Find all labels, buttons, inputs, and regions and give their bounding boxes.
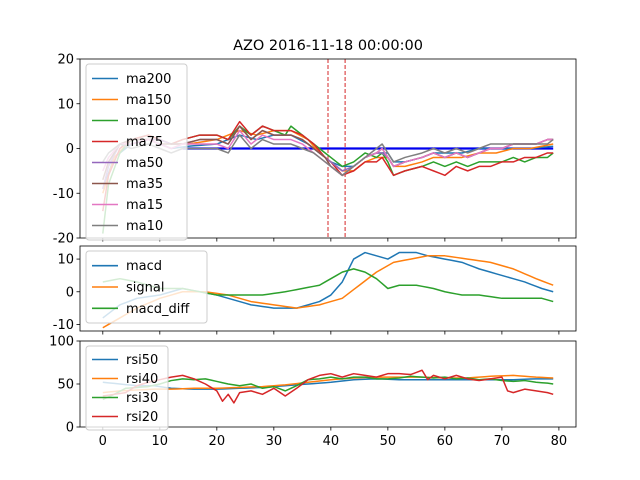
legend-label-ma100: ma100	[126, 114, 171, 129]
y-tick-label: 10	[57, 253, 74, 268]
chart-title: AZO 2016-11-18 00:00:00	[233, 38, 423, 54]
x-tick-label: 30	[266, 434, 283, 449]
y-tick-label: 50	[57, 378, 74, 393]
x-tick-label: 20	[209, 434, 226, 449]
panels: -20-1001020ma200ma150ma100ma75ma50ma35ma…	[49, 53, 577, 449]
y-tick-label: 20	[57, 53, 74, 68]
legend-label-rsi30: rsi30	[126, 391, 158, 406]
legend-label-ma15: ma15	[126, 198, 163, 213]
legend-box	[85, 250, 208, 324]
x-tick-label: 70	[494, 434, 511, 449]
y-tick-label: 100	[49, 335, 74, 350]
legend-label-macd: macd	[126, 259, 162, 274]
legend-label-rsi40: rsi40	[126, 372, 158, 387]
legend: rsi50 rsi40 rsi30 rsi20	[85, 345, 169, 431]
x-tick-label: 40	[323, 434, 340, 449]
panel-macd: -10 0 10 macd signal macd_diff	[53, 245, 577, 335]
legend-label-rsi50: rsi50	[126, 353, 158, 368]
legend: ma200 ma150 ma100 ma75 ma50 ma35 ma15 ma10	[85, 63, 188, 241]
y-tick-label: 0	[66, 285, 74, 300]
series-rsi40	[102, 374, 554, 394]
legend-label-macd-diff: macd_diff	[126, 302, 190, 317]
legend: macd signal macd_diff	[85, 250, 208, 324]
y-tick-label: 10	[57, 97, 74, 112]
x-tick-label: 60	[437, 434, 454, 449]
legend-label-ma35: ma35	[126, 177, 163, 192]
y-tick-label: -10	[53, 187, 74, 202]
legend-label-ma200: ma200	[126, 72, 171, 87]
legend-box	[85, 63, 188, 241]
legend-label-rsi20: rsi20	[126, 410, 158, 425]
x-tick-label: 80	[551, 434, 568, 449]
y-tick-label: 0	[66, 421, 74, 436]
series-rsi30	[102, 375, 554, 401]
series-rsi20	[102, 369, 554, 404]
legend-box	[85, 345, 169, 431]
y-tick-label: -20	[53, 232, 74, 247]
x-tick-label: 10	[152, 434, 169, 449]
legend-label-signal: signal	[126, 281, 164, 296]
legend-label-ma10: ma10	[126, 219, 163, 234]
legend-label-ma75: ma75	[126, 135, 163, 150]
legend-label-ma150: ma150	[126, 93, 171, 108]
plot-area	[102, 369, 554, 404]
y-tick-label: 0	[66, 142, 74, 157]
x-tick-label: 50	[380, 434, 397, 449]
axes-frame	[79, 245, 577, 332]
x-tick-label: 0	[99, 434, 107, 449]
y-tick-label: -10	[53, 318, 74, 333]
panel-moving-averages: -20-1001020ma200ma150ma100ma75ma50ma35ma…	[53, 53, 577, 247]
legend-label-ma50: ma50	[126, 156, 163, 171]
